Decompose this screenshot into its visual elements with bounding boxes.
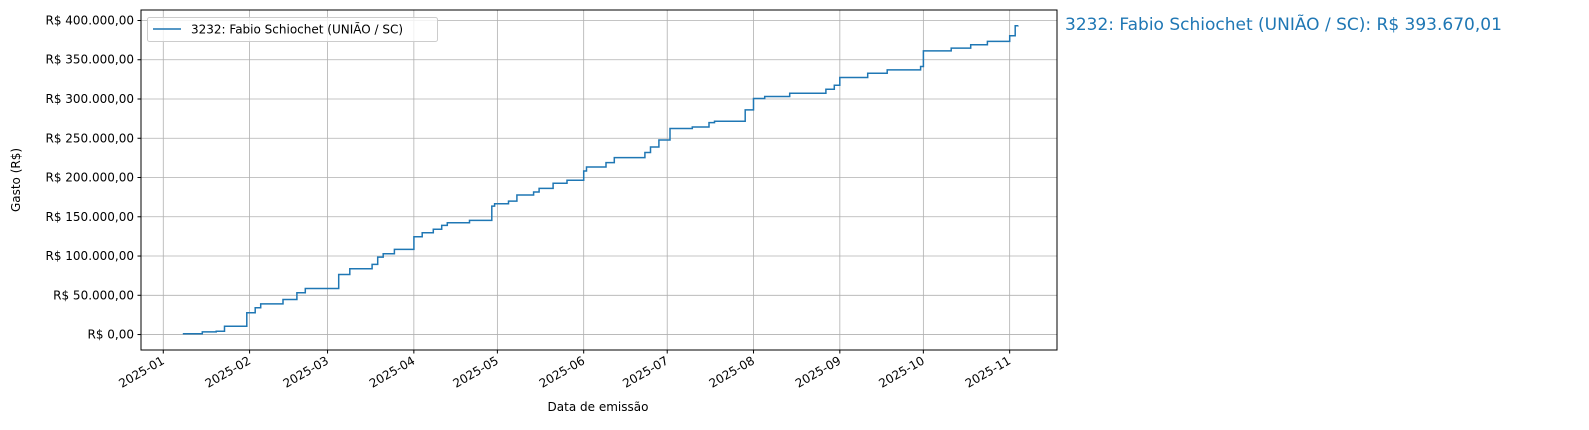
x-tick-label: 2025-10 <box>876 353 926 390</box>
x-tick-label: 2025-05 <box>450 353 500 390</box>
y-tick-label: R$ 0,00 <box>87 328 134 342</box>
x-tick-label: 2025-04 <box>367 353 417 390</box>
y-tick-label: R$ 150.000,00 <box>46 210 135 224</box>
y-tick-label: R$ 400.000,00 <box>46 13 135 27</box>
x-tick-label: 2025-03 <box>281 353 331 390</box>
x-axis-ticks: 2025-01 2025-02 2025-03 2025-04 2025-05 2025-… <box>116 350 1013 391</box>
x-tick-label: 2025-08 <box>707 353 757 390</box>
total-annotation: 3232: Fabio Schiochet (UNIÃO / SC): R$ 3… <box>1065 15 1502 35</box>
y-tick-label: R$ 300.000,00 <box>46 92 135 106</box>
y-tick-label: R$ 200.000,00 <box>46 171 135 185</box>
x-tick-label: 2025-01 <box>116 353 166 390</box>
x-tick-label: 2025-02 <box>203 353 253 390</box>
y-tick-label: R$ 250.000,00 <box>46 131 135 145</box>
x-axis-label: Data de emissão <box>548 400 649 414</box>
y-tick-label: R$ 50.000,00 <box>53 288 134 302</box>
x-tick-label: 2025-06 <box>537 353 587 390</box>
legend: 3232: Fabio Schiochet (UNIÃO / SC) <box>147 17 438 42</box>
x-tick-label: 2025-11 <box>963 353 1013 390</box>
plot-frame <box>140 9 1058 351</box>
grid <box>141 10 1057 350</box>
y-tick-label: R$ 350.000,00 <box>46 53 135 67</box>
legend-box <box>147 17 438 42</box>
x-tick-label: 2025-09 <box>793 353 843 390</box>
y-tick-label: R$ 100.000,00 <box>46 249 135 263</box>
legend-label: 3232: Fabio Schiochet (UNIÃO / SC) <box>191 22 403 37</box>
x-tick-label: 2025-07 <box>620 353 670 390</box>
series-line <box>182 24 1019 335</box>
y-axis-label: Gasto (R$) <box>9 148 23 212</box>
y-axis-ticks: R$ 0,00 R$ 50.000,00 R$ 100.000,00 R$ 150.0… <box>46 13 141 342</box>
